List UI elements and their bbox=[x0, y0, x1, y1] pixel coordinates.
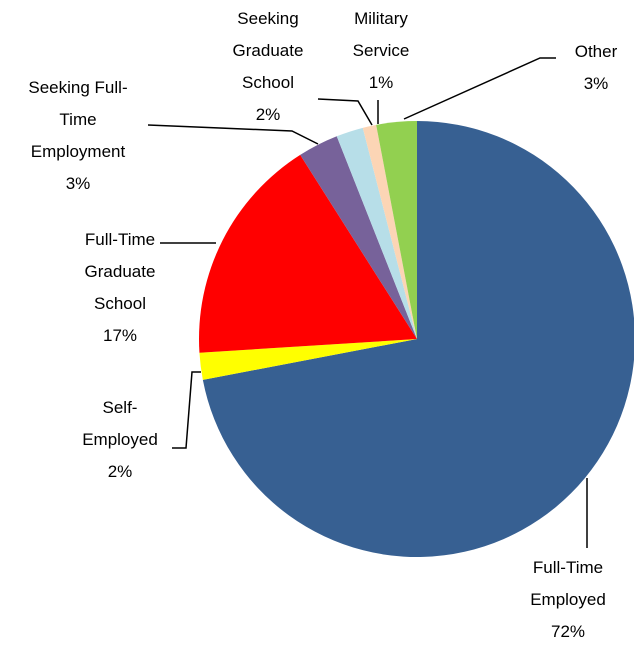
value-label: 2% bbox=[107, 462, 133, 481]
value-label: 2% bbox=[255, 105, 281, 124]
slice-label: Seeking Graduate School 2% bbox=[223, 3, 313, 131]
leader-line bbox=[172, 371, 201, 449]
category-name: Full-Time Graduate School bbox=[84, 230, 156, 313]
category-name: Military Service bbox=[352, 9, 410, 60]
pie-slice bbox=[202, 121, 634, 557]
leader-line bbox=[403, 57, 556, 120]
pie-slice bbox=[199, 339, 417, 380]
leader-line bbox=[147, 124, 319, 145]
value-label: 1% bbox=[368, 73, 394, 92]
value-label: 3% bbox=[65, 174, 91, 193]
category-name: Seeking Full-Time Employment bbox=[28, 78, 128, 161]
slice-label: Military Service 1% bbox=[336, 3, 426, 99]
slice-label: Full-Time Employed 72% bbox=[513, 552, 623, 646]
pie-slice bbox=[300, 136, 417, 339]
leader-line bbox=[317, 98, 373, 126]
value-label: 17% bbox=[102, 326, 138, 345]
pie-slice bbox=[199, 154, 417, 353]
slice-label: Other 3% bbox=[561, 36, 631, 100]
leader-lines bbox=[147, 57, 588, 548]
slice-label: Seeking Full-Time Employment 3% bbox=[13, 72, 143, 200]
category-name: Other bbox=[574, 42, 618, 61]
value-label: 72% bbox=[550, 622, 586, 641]
category-name: Full-Time Employed bbox=[530, 558, 606, 609]
pie-slice bbox=[362, 124, 417, 339]
category-name: Seeking Graduate School bbox=[232, 9, 304, 92]
pie-slice bbox=[376, 121, 417, 339]
pie-slice bbox=[336, 127, 417, 339]
category-name: Self-Employed bbox=[82, 398, 158, 449]
value-label: 3% bbox=[583, 74, 609, 93]
slice-label: Self-Employed 2% bbox=[75, 392, 165, 488]
slice-label: Full-Time Graduate School 17% bbox=[75, 224, 165, 352]
